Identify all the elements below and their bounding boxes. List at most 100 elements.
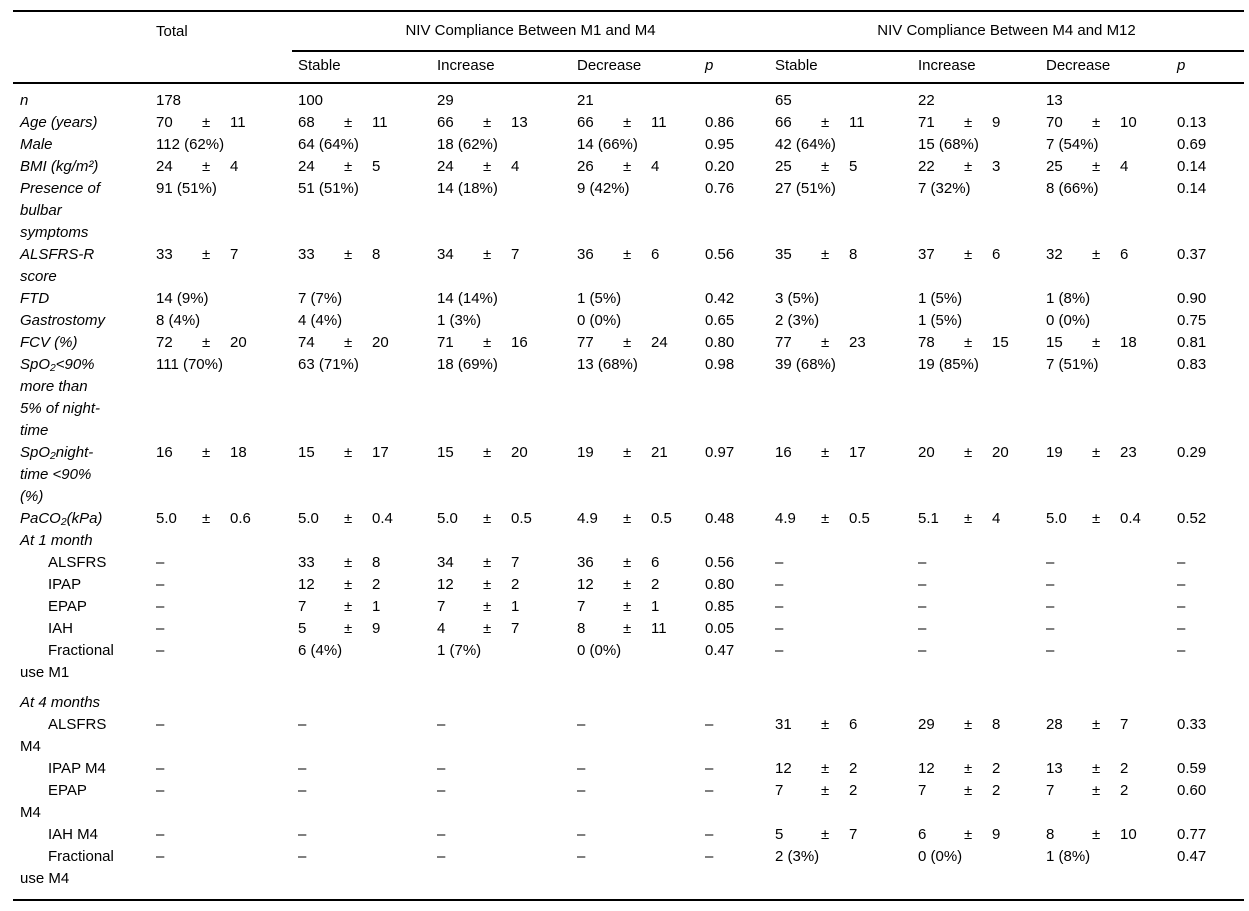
table-cell: 0.37: [1177, 246, 1207, 263]
table-cell: 71 ±9: [918, 114, 1001, 131]
row-label: EPAP M4: [20, 782, 87, 821]
table-cell: 178: [156, 92, 182, 109]
table-cell: 0.56: [705, 246, 735, 263]
row-label: IPAP: [48, 576, 82, 593]
table-cell: –: [437, 716, 446, 733]
table-cell: 112 (62%): [156, 136, 225, 153]
table-cell: 33 ±7: [156, 246, 239, 263]
table-cell: 0.95: [705, 136, 735, 153]
table-cell: 0.59: [1177, 760, 1207, 777]
table-cell: 34 ±7: [437, 554, 520, 571]
table-cell: 0.56: [705, 554, 735, 571]
table-cell: 0.65: [705, 312, 735, 329]
table-cell: 33 ±8: [298, 246, 381, 263]
table-cell: 26 ±4: [577, 158, 660, 175]
table-cell: 42 (64%): [775, 136, 836, 153]
table-cell: –: [577, 782, 586, 799]
table-cell: –: [298, 826, 307, 843]
table-cell: –: [1046, 642, 1055, 659]
table-cell: 0.80: [705, 334, 735, 351]
table-cell: 19 ±21: [577, 444, 668, 461]
table-row: EPAP – 7 ±1 7 ±1 7 ±1 0.85 – – – –: [13, 596, 1244, 618]
row-label: SpO₂night- time <90% (%): [20, 444, 94, 505]
table-cell: 20 ±20: [918, 444, 1009, 461]
table-cell: 65: [775, 92, 792, 109]
table-row: At 4 months: [13, 684, 1244, 714]
table-cell: –: [431, 846, 571, 901]
table-cell: 7 (51%): [1046, 356, 1099, 373]
table-cell: 0.05: [705, 620, 735, 637]
table-cell: 19 ±23: [1046, 444, 1137, 461]
table-cell: 12 ±2: [775, 760, 858, 777]
table-cell: 1 (7%): [437, 642, 482, 659]
table-cell: 29 ±8: [918, 716, 1001, 733]
column-header-increase-2: Increase: [912, 51, 1040, 84]
row-label: ALSFRS M4: [20, 716, 107, 755]
table-row: Presence of bulbar symptoms 91 (51%) 51 (5…: [13, 178, 1244, 244]
table-row: ALSFRS M4 – – – – – 31 ±6 29 ±8 28 ±7 0.33: [13, 714, 1244, 758]
table-cell: –: [298, 782, 307, 799]
table-cell: –: [775, 554, 784, 571]
table-cell: 0.47: [1171, 846, 1245, 901]
table-cell: –: [577, 760, 586, 777]
table-row: BMI (kg/m²) 24 ±4 24 ±5 24 ±4 26 ±4 0.20 25 ±5 22 ±3 2…: [13, 156, 1244, 178]
table-cell: –: [1046, 598, 1055, 615]
table-cell: –: [775, 642, 784, 659]
table-cell: 22: [918, 92, 935, 109]
column-header-decrease-1: Decrease: [571, 51, 699, 84]
table-cell: 0.33: [1177, 716, 1207, 733]
column-header-stable-2: Stable: [769, 51, 912, 84]
table-cell: 0.86: [705, 114, 735, 131]
table-cell: 34 ±7: [437, 246, 520, 263]
empty-header-cell: [150, 51, 292, 84]
table-cell: 15 (68%): [918, 136, 979, 153]
table-cell: 5.1 ±4: [918, 510, 1001, 527]
table-row: FCV (%) 72 ±20 74 ±20 71 ±16 77 ±24 0.80 77 ±23 78 ±1…: [13, 332, 1244, 354]
row-label: ALSFRS: [48, 554, 107, 571]
total-column-header: Total: [150, 10, 292, 51]
table-cell: 13: [1046, 92, 1063, 109]
row-label: FTD: [20, 290, 50, 307]
table-cell: 14 (9%): [156, 290, 209, 307]
table-cell: –: [156, 642, 165, 659]
column-header-p-2: p: [1171, 51, 1245, 84]
table-row: IPAP – 12 ±2 12 ±2 12 ±2 0.80 – – – –: [13, 574, 1244, 596]
table-cell: 4 (4%): [298, 312, 343, 329]
table-row: IAH M4 – – – – – 5 ±7 6 ±9 8 ±10 0.77: [13, 824, 1244, 846]
table-cell: –: [156, 760, 165, 777]
table-cell: 18 (69%): [437, 356, 498, 373]
row-label: Male: [20, 136, 53, 153]
table-cell: 0.69: [1177, 136, 1207, 153]
table-cell: 64 (64%): [298, 136, 359, 153]
table-cell: –: [1046, 576, 1055, 593]
table-cell: 24 ±4: [156, 158, 239, 175]
table-cell: 63 (71%): [298, 356, 359, 373]
table-cell: 35 ±8: [775, 246, 858, 263]
table-row: At 1 month: [13, 530, 1244, 552]
table-cell: 14 (66%): [577, 136, 638, 153]
table-cell: 91 (51%): [156, 180, 217, 197]
table-cell: –: [699, 846, 769, 901]
table-row: ALSFRS – 33 ±8 34 ±7 36 ±6 0.56 – – – –: [13, 552, 1244, 574]
table-cell: 19 (85%): [918, 356, 979, 373]
table-cell: –: [705, 826, 714, 843]
table-cell: 0.85: [705, 598, 735, 615]
table-cell: 4.9 ±0.5: [577, 510, 672, 527]
table-cell: 0.13: [1177, 114, 1207, 131]
table-row: Male 112 (62%) 64 (64%) 18 (62%) 14 (66%) 0.9…: [13, 134, 1244, 156]
table-cell: –: [705, 782, 714, 799]
table-cell: 4 ±7: [437, 620, 520, 637]
row-label: Age (years): [20, 114, 98, 131]
table-cell: 2 (3%): [775, 312, 820, 329]
table-cell: 12 ±2: [577, 576, 660, 593]
table-cell: 8 (66%): [1046, 180, 1099, 197]
table-cell: 66 ±11: [775, 114, 865, 131]
column-header-increase-1: Increase: [431, 51, 571, 84]
table-cell: –: [918, 598, 927, 615]
table-cell: –: [156, 554, 165, 571]
table-cell: 0 (0%): [577, 312, 622, 329]
table-cell: 0.29: [1177, 444, 1207, 461]
table-cell: 66 ±13: [437, 114, 528, 131]
table-cell: 24 ±4: [437, 158, 520, 175]
table-cell: –: [705, 716, 714, 733]
